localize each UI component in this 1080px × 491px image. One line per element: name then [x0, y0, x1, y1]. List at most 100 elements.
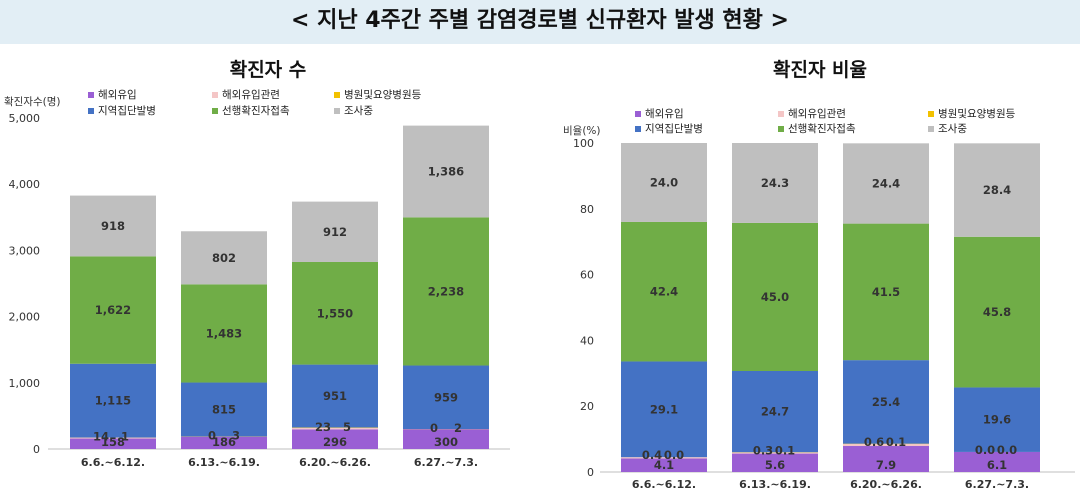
count-bar-segment	[181, 284, 267, 383]
count-bar-segment	[70, 195, 156, 257]
ratio-data-label: 6.1	[987, 458, 1007, 472]
count-y-tick-label: 5,000	[9, 112, 41, 125]
ratio-data-label: 29.1	[650, 402, 678, 416]
ratio-data-label: 24.4	[872, 176, 900, 190]
ratio-bar-segment	[954, 451, 1040, 472]
count-data-label: 300	[434, 435, 458, 449]
count-data-label: 815	[212, 403, 236, 417]
ratio-data-label: 4.1	[654, 458, 674, 472]
ratio-y-tick-label: 0	[587, 466, 594, 479]
count-category-label: 6.27.~7.3.	[414, 456, 478, 469]
ratio-data-label: 5.6	[765, 458, 785, 472]
count-bar-segment	[292, 427, 378, 430]
ratio-bar-segment	[843, 444, 929, 447]
ratio-bar-segment	[843, 360, 929, 444]
ratio-y-axis-label: 비율(%)	[563, 125, 601, 137]
ratio-bar-segment	[732, 222, 818, 371]
count-data-label: 296	[323, 435, 347, 449]
count-bar-segment	[292, 201, 378, 262]
count-category-label: 6.13.~6.19.	[188, 456, 260, 469]
count-legend-label: 지역집단발병	[98, 105, 156, 117]
ratio-legend-swatch	[635, 126, 641, 132]
ratio-y-tick-label: 40	[580, 334, 594, 347]
count-legend-swatch	[88, 92, 94, 98]
count-y-tick-label: 2,000	[9, 311, 41, 324]
count-data-label: 5	[343, 420, 351, 434]
count-bar-segment	[292, 261, 378, 365]
count-data-label: 158	[101, 435, 125, 449]
count-data-label: 912	[323, 225, 347, 239]
count-data-label: 23	[315, 420, 331, 434]
page-title: < 지난 4주간 주별 감염경로별 신규환자 발생 현황 >	[290, 8, 789, 33]
count-legend-label: 병원및요양병원등	[344, 89, 422, 101]
ratio-legend-swatch	[928, 111, 934, 117]
count-bar-segment	[181, 231, 267, 285]
ratio-data-label: 28.4	[983, 183, 1011, 197]
ratio-legend-label: 지역집단발병	[645, 123, 703, 135]
count-legend-swatch	[212, 92, 218, 98]
ratio-legend-label: 해외유입관련	[788, 107, 846, 120]
ratio-data-label: 0.0	[997, 443, 1017, 457]
count-legend-label: 선행확진자접촉	[222, 104, 290, 117]
ratio-bar-segment	[732, 143, 818, 223]
count-bar-segment	[292, 364, 378, 428]
ratio-bar-segment	[843, 223, 929, 361]
ratio-data-label: 0.3	[753, 444, 773, 458]
ratio-data-label: 0.0	[975, 443, 995, 457]
count-data-label: 918	[101, 219, 125, 233]
count-y-tick-label: 0	[33, 443, 40, 456]
count-data-label: 2,238	[428, 284, 464, 298]
ratio-data-label: 45.8	[983, 305, 1011, 319]
ratio-bar-segment	[954, 236, 1040, 388]
count-bar-segment	[292, 429, 378, 449]
count-y-tick-label: 1,000	[9, 377, 41, 390]
ratio-data-label: 0.6	[864, 435, 884, 449]
ratio-data-label: 0.1	[886, 435, 906, 449]
ratio-bar-segment	[732, 370, 818, 453]
count-bar-segment	[403, 365, 489, 430]
ratio-y-tick-label: 20	[580, 400, 594, 413]
count-bar-segment	[403, 429, 489, 449]
count-bar-segment	[70, 438, 156, 449]
count-bar-segment	[70, 437, 156, 439]
ratio-data-label: 24.7	[761, 405, 789, 419]
count-bar-segment	[403, 125, 489, 218]
ratio-data-label: 24.3	[761, 176, 789, 190]
count-legend-swatch	[88, 108, 94, 114]
ratio-data-label: 24.0	[650, 175, 678, 189]
ratio-legend-swatch	[778, 111, 784, 117]
count-y-axis-label: 확진자수(명)	[4, 95, 61, 108]
ratio-legend-swatch	[928, 126, 934, 132]
ratio-bar-segment	[843, 143, 929, 224]
count-bar-segment	[181, 382, 267, 437]
ratio-legend-swatch	[635, 111, 641, 117]
ratio-data-label: 41.5	[872, 285, 900, 299]
ratio-legend-label: 해외유입	[645, 107, 684, 120]
ratio-bar-segment	[621, 458, 707, 472]
ratio-legend-label: 조사중	[938, 123, 967, 135]
ratio-data-label: 0.0	[664, 448, 684, 462]
ratio-category-label: 6.20.~6.26.	[850, 478, 922, 491]
ratio-bar-segment	[954, 143, 1040, 237]
ratio-category-label: 6.6.~6.12.	[632, 478, 696, 491]
count-category-label: 6.20.~6.26.	[299, 456, 371, 469]
count-bar-segment	[70, 256, 156, 364]
ratio-legend-label: 선행확진자접촉	[788, 122, 856, 135]
ratio-bar-segment	[621, 143, 707, 222]
count-data-label: 0	[430, 421, 438, 435]
ratio-data-label: 42.4	[650, 285, 678, 299]
count-y-tick-label: 4,000	[9, 178, 41, 191]
count-y-tick-label: 3,000	[9, 244, 41, 257]
title-banner	[0, 0, 1080, 44]
ratio-data-label: 25.4	[872, 395, 900, 409]
count-data-label: 1	[121, 430, 129, 444]
count-data-label: 14	[93, 430, 109, 444]
ratio-data-label: 7.9	[876, 458, 896, 472]
ratio-data-label: 0.4	[642, 448, 662, 462]
count-legend-swatch	[334, 92, 340, 98]
ratio-bar-segment	[732, 453, 818, 472]
ratio-legend-swatch	[778, 126, 784, 132]
ratio-bar-segment	[843, 446, 929, 472]
